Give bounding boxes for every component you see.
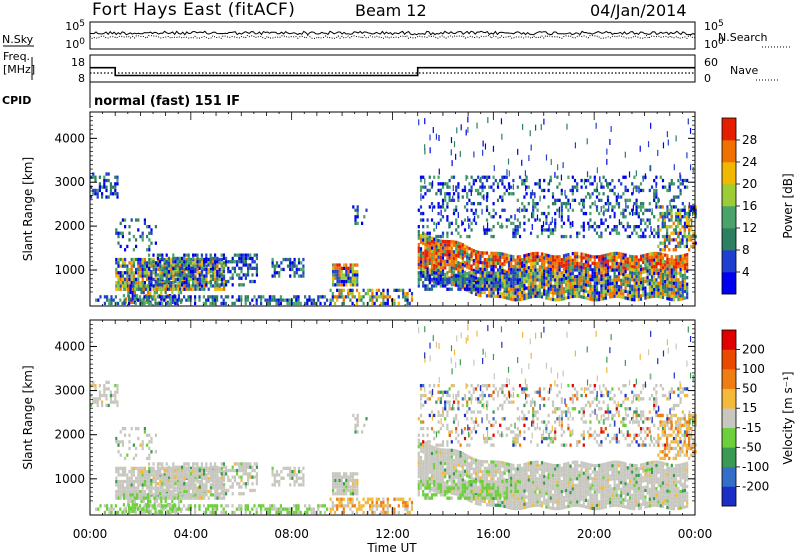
freq-trace — [90, 66, 695, 77]
power-panel-ylabel: Slant Range [km] — [21, 157, 35, 261]
velocity-panel-ytick-label: 1000 — [54, 472, 85, 486]
power-colorbar-tick-label: 4 — [742, 265, 750, 279]
velocity-panel-ytick-label: 2000 — [54, 428, 85, 442]
power-colorbar-tick-label: 20 — [742, 177, 757, 191]
power-colorbar-swatch — [722, 118, 736, 141]
velocity-colorbar-label: Velocity [m s⁻¹] — [781, 371, 795, 464]
velocity-colorbar-tick-label: 15 — [742, 401, 757, 415]
velocity-colorbar-swatch — [722, 447, 736, 468]
freq-tick-low: 8 — [78, 72, 85, 85]
power-panel-ytick-label: 4000 — [54, 131, 85, 145]
nsearch-label: N.Search — [718, 31, 768, 44]
nave-tick-high: 60 — [704, 56, 718, 69]
mhz-label: [MHz] — [3, 63, 36, 76]
time-tick-label: 00:00 — [73, 527, 108, 541]
x-axis-label: Time UT — [366, 541, 417, 554]
page-title: Fort Hays East (fitACF) — [92, 0, 296, 20]
velocity-colorbar-tick-label: -15 — [742, 421, 762, 435]
power-colorbar-tick-label: 12 — [742, 221, 757, 235]
velocity-colorbar-swatch — [722, 388, 736, 409]
nsky-trace — [90, 30, 696, 36]
date-label: 04/Jan/2014 — [590, 1, 687, 20]
mode-label: normal (fast) 151 IF — [94, 94, 241, 109]
velocity-colorbar-tick-label: 50 — [742, 382, 757, 396]
nave-label: Nave — [730, 64, 759, 77]
power-colorbar-swatch — [722, 184, 736, 207]
nsearch-trace — [89, 34, 696, 40]
time-tick-label: 04:00 — [174, 527, 209, 541]
freq-tick-high: 18 — [71, 56, 85, 69]
cpid-label: CPID — [2, 94, 32, 107]
power-heatmap-cells — [90, 116, 697, 306]
velocity-colorbar-tick-label: -200 — [742, 479, 769, 493]
velocity-colorbar-tick-label: -50 — [742, 440, 762, 454]
freq-label: Freq. — [3, 50, 31, 63]
time-tick-label: 16:00 — [476, 527, 511, 541]
velocity-colorbar-swatch — [722, 466, 736, 487]
velocity-panel-ytick-label: 4000 — [54, 339, 85, 353]
velocity-colorbar-swatch — [722, 330, 736, 350]
nsky-label: N.Sky — [2, 33, 34, 46]
velocity-colorbar-swatch — [722, 408, 736, 429]
velocity-colorbar-swatch — [722, 427, 736, 448]
power-colorbar-label: Power [dB] — [781, 173, 795, 238]
velocity-colorbar-tick-label: -100 — [742, 460, 769, 474]
power-colorbar-swatch — [722, 228, 736, 251]
beam-label: Beam 12 — [355, 1, 427, 20]
time-tick-label: 00:00 — [678, 527, 713, 541]
velocity-colorbar-swatch — [722, 486, 736, 507]
power-colorbar-swatch — [722, 250, 736, 273]
power-colorbar-tick-label: 8 — [742, 243, 750, 257]
nave-tick-low: 0 — [704, 72, 711, 85]
time-tick-label: 08:00 — [274, 527, 309, 541]
velocity-colorbar-tick-label: 100 — [742, 362, 765, 376]
power-colorbar-tick-label: 24 — [742, 155, 757, 169]
power-colorbar-tick-label: 28 — [742, 133, 757, 147]
velocity-heatmap-cells — [90, 324, 697, 515]
velocity-colorbar-swatch — [722, 349, 736, 370]
velocity-panel-ylabel: Slant Range [km] — [21, 365, 35, 469]
power-panel-ytick-label: 3000 — [54, 175, 85, 189]
time-tick-label: 20:00 — [577, 527, 612, 541]
power-panel-ytick-label: 2000 — [54, 219, 85, 233]
nsky-tick-high: 105 — [65, 19, 85, 33]
power-colorbar-tick-label: 16 — [742, 199, 757, 213]
power-colorbar-swatch — [722, 162, 736, 185]
power-colorbar-swatch — [722, 206, 736, 229]
power-colorbar-swatch — [722, 272, 736, 295]
nsky-tick-low: 100 — [65, 37, 85, 51]
noise-panel-frame — [89, 21, 696, 50]
velocity-colorbar-swatch — [722, 369, 736, 389]
nsearch-tick-high: 105 — [704, 19, 724, 33]
nsearch-tick-low: 100 — [704, 37, 724, 51]
velocity-colorbar-frame — [721, 329, 737, 507]
time-tick-label: 12:00 — [375, 527, 410, 541]
velocity-panel-ytick-label: 3000 — [54, 384, 85, 398]
power-colorbar-swatch — [722, 140, 736, 163]
power-panel-ytick-label: 1000 — [54, 263, 85, 277]
velocity-colorbar-tick-label: 200 — [742, 343, 765, 357]
